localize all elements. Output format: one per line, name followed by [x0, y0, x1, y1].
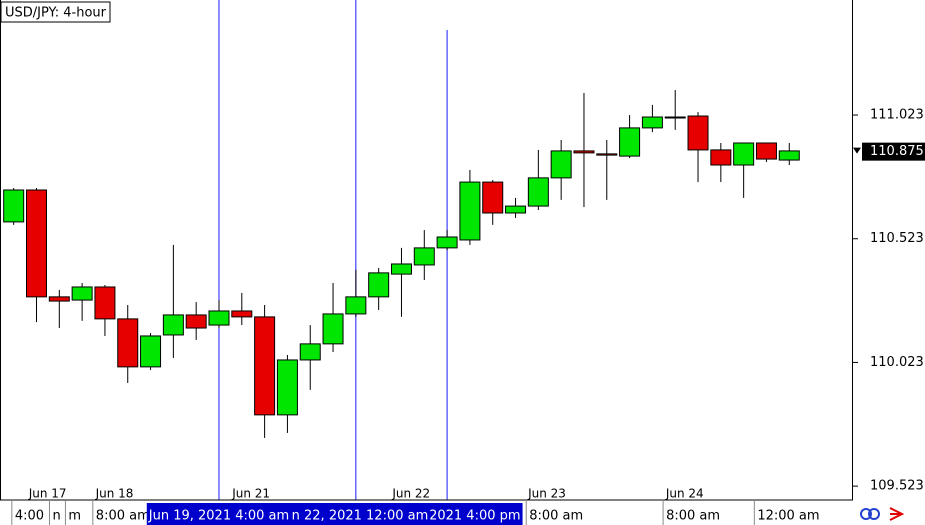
x-date-label: Jun 21: [231, 487, 270, 501]
candle-body: [390, 263, 412, 275]
candle-body: [276, 359, 298, 416]
candle-body: [619, 127, 641, 157]
vline-label-box: [146, 503, 292, 525]
candle-body: [505, 205, 527, 214]
candle-body: [368, 272, 390, 298]
x-date-label: Jun 18: [95, 487, 134, 501]
x-time-label: 12:00 am: [757, 509, 819, 524]
candle-body: [345, 296, 367, 315]
candle-body: [778, 150, 800, 161]
candle-body: [231, 310, 253, 318]
chart-title: USD/JPY: 4-hour: [5, 6, 107, 21]
candle-body: [322, 313, 344, 345]
candle-body: [94, 286, 116, 320]
x-date-label: Jun 23: [527, 487, 566, 501]
candle-body: [596, 153, 618, 156]
vline-label-box: [281, 503, 431, 525]
last-price-box: [862, 142, 925, 161]
last-price-label: 110.875: [870, 144, 924, 159]
candle-body: [710, 149, 732, 166]
link-icon[interactable]: [860, 508, 872, 520]
last-price-arrow: [853, 147, 861, 154]
toolbar-icons[interactable]: [860, 507, 905, 521]
x-time-label: m: [68, 509, 81, 524]
candle-body: [299, 343, 321, 361]
candle-body: [71, 286, 93, 301]
x-time-label: 8:00 am: [666, 509, 720, 524]
candle-body: [573, 150, 595, 154]
title-box: USD/JPY: 4-hour: [0, 1, 111, 23]
candle-body: [208, 310, 230, 326]
vline-label-box: [427, 503, 523, 525]
x-time-label: 8:00 am: [96, 509, 150, 524]
y-tick-label: 109.523: [870, 479, 924, 494]
candle-body: [527, 177, 549, 207]
candle-body: [117, 318, 139, 368]
candle-body: [550, 150, 572, 179]
vline-label-text: Jun 19, 2021 4:00 am: [148, 509, 289, 524]
vline-label: un 22, 2021 12:00 am: [281, 503, 431, 525]
candle-body: [436, 236, 458, 249]
arrow-icon[interactable]: [889, 507, 905, 521]
candle-body: [185, 314, 207, 329]
vline-label: 2021 4:00 pm: [427, 503, 523, 525]
plot-area: [3, 0, 800, 500]
candle-body: [482, 181, 504, 214]
y-tick-label: 111.023: [870, 108, 924, 123]
candle-body: [48, 296, 70, 302]
vline-label-text: un 22, 2021 12:00 am: [283, 509, 428, 524]
title-frame: [0, 1, 111, 23]
x-time-label: 8:00 am: [529, 509, 583, 524]
vline-label-text: 2021 4:00 pm: [429, 509, 520, 524]
x-date-label: Jun 22: [391, 487, 430, 501]
candle-body: [755, 142, 777, 160]
candle-body: [3, 189, 25, 223]
x-date-label: Jun 24: [665, 487, 704, 501]
candle-body: [664, 116, 686, 119]
link-icon-part: [868, 508, 880, 520]
x-date-label: Jun 17: [28, 487, 67, 501]
candle-body: [641, 116, 663, 129]
y-tick-label: 110.023: [870, 355, 924, 370]
candle-body: [140, 335, 162, 368]
y-tick-label: 110.523: [870, 231, 924, 246]
x-time-label: n: [52, 509, 60, 524]
candle-body: [254, 316, 276, 416]
candle-body: [733, 142, 755, 166]
candle-body: [459, 181, 481, 241]
vline-label: Jun 19, 2021 4:00 am: [146, 503, 292, 525]
candle-body: [687, 115, 709, 151]
candle-body: [25, 189, 47, 298]
x-time-label: 4:00: [15, 509, 44, 524]
candle-body: [413, 247, 435, 266]
candle-body: [162, 314, 184, 336]
